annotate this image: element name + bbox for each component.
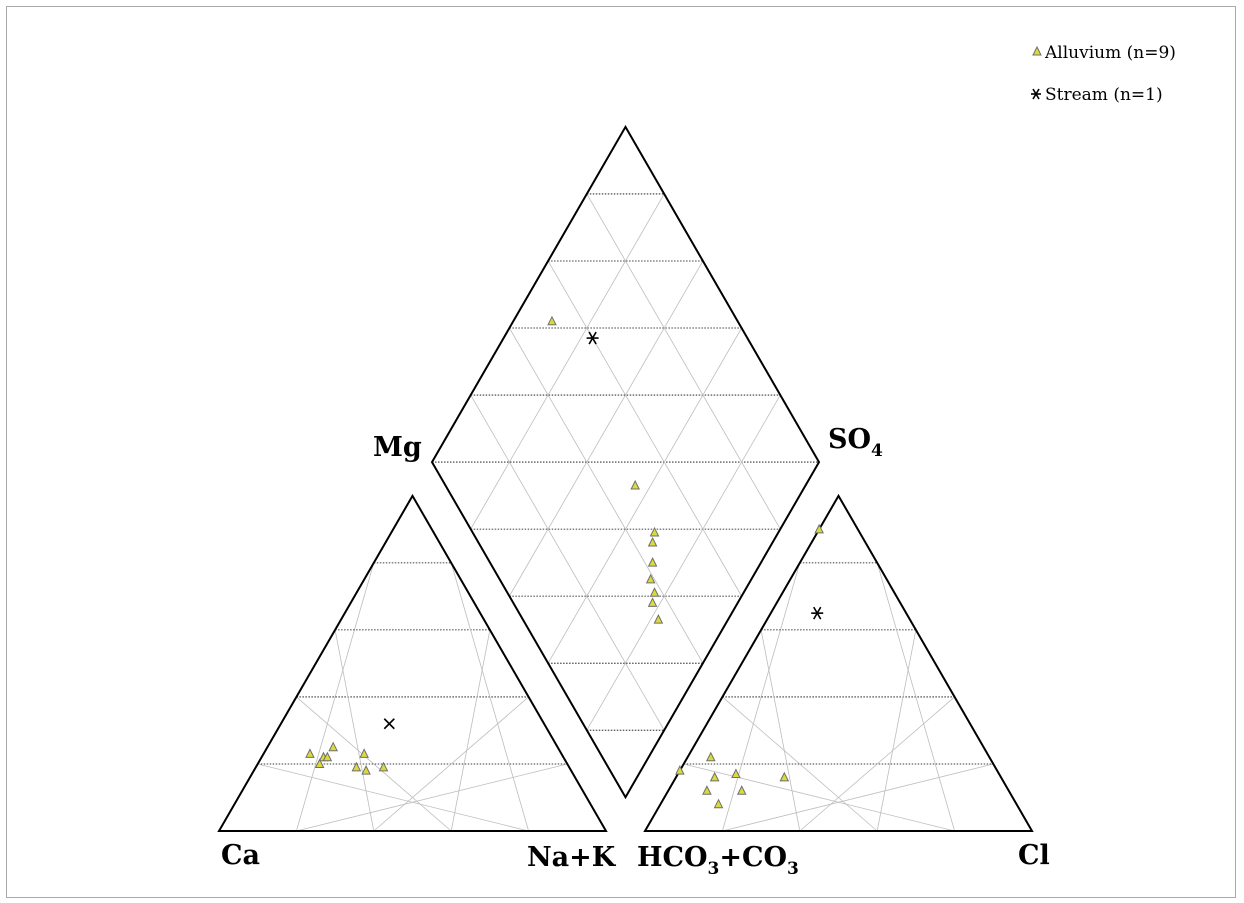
triangle-point-diamond [647, 557, 658, 567]
diamond-gridline-b [470, 394, 665, 731]
label-cl: Cl [1018, 840, 1050, 871]
cation-triangle-gridline-a [334, 629, 375, 832]
triangle-point-cation [351, 761, 362, 772]
diamond-gridline-a [470, 193, 665, 530]
cation-triangle-outline [217, 493, 608, 832]
triangle-point-diamond [647, 536, 658, 547]
cation-triangle-gridline-b [373, 696, 529, 832]
cation-triangle-gridline-a [257, 763, 529, 832]
label-mg: Mg [373, 432, 422, 463]
legend: Alluvium (n=9) Stream (n=1) [1031, 43, 1176, 105]
label-hco3-sub: 3 [708, 859, 720, 879]
triangle-point-diamond [630, 479, 640, 490]
triangle-point-anion [709, 771, 720, 782]
cation-triangle-gridline-b [450, 629, 491, 832]
triangle-point-anion [713, 798, 724, 809]
triangle-point-cation [305, 748, 315, 758]
label-hco3-main: HCO [637, 842, 708, 873]
triangle-point-cation [359, 748, 369, 758]
label-hco3-co3: HCO3+CO3 [637, 842, 799, 879]
diamond-gridline-b [586, 193, 781, 530]
asterisk-point-diamond [586, 331, 599, 345]
legend-alluvium-marker [1032, 45, 1042, 56]
anion-triangle-gridline-b [722, 763, 994, 832]
diamond-gridline-a [509, 260, 704, 597]
legend-stream-marker [1031, 88, 1041, 100]
anion-triangle-gridline-a [722, 696, 878, 832]
diamond-outline [430, 124, 821, 800]
cation-triangle-gridline-a [296, 562, 375, 832]
anion-triangle-outline [643, 493, 1034, 832]
triangle-point-anion [736, 785, 747, 795]
grid-layer [257, 193, 994, 832]
triangle-point-anion [675, 765, 685, 775]
triangle-point-anion [731, 768, 741, 779]
asterisk-point-anion [811, 606, 824, 620]
anion-triangle-gridline-a [683, 763, 955, 832]
legend-stream-label: Stream (n=1) [1045, 85, 1163, 105]
triangle-point-cation [322, 751, 333, 762]
triangle-point-diamond [547, 315, 557, 326]
triangle-point-cation [314, 758, 325, 768]
label-co3-sub: 3 [787, 859, 799, 879]
triangle-point-anion [702, 785, 712, 795]
label-so4: SO4 [828, 424, 883, 461]
cation-triangle-gridline-b [450, 562, 529, 832]
triangle-point-diamond [653, 613, 664, 624]
triangle-point-diamond [649, 526, 660, 537]
legend-alluvium-label: Alluvium (n=9) [1044, 43, 1176, 63]
label-hco3-plus: +CO [719, 842, 787, 873]
points-layer [305, 315, 824, 809]
anion-triangle-gridline-a [760, 629, 801, 832]
triangle-point-diamond [645, 573, 656, 584]
label-nak: Na+K [527, 842, 617, 873]
triangle-point-anion [779, 771, 790, 782]
asterisk-point-cation [383, 718, 395, 730]
cation-triangle-gridline-a [296, 696, 452, 832]
cation-triangle-gridline-b [296, 763, 568, 832]
diamond-gridline-b [509, 327, 704, 664]
triangle-point-cation [361, 765, 371, 775]
anion-triangle-gridline-b [876, 562, 955, 832]
anion-triangle-gridline-b [799, 696, 955, 832]
diamond-gridline-a [547, 327, 742, 664]
triangle-point-anion [814, 523, 824, 534]
anion-triangle-gridline-b [876, 629, 917, 832]
label-so4-main: SO [828, 424, 871, 455]
diamond-gridline-b [547, 260, 742, 597]
triangle-point-anion [705, 751, 716, 762]
chart-frame [6, 6, 1236, 898]
label-ca: Ca [221, 840, 260, 871]
anion-triangle-gridline-a [722, 562, 801, 832]
diamond-gridline-a [586, 394, 781, 731]
triangle-point-diamond [647, 597, 658, 607]
label-so4-sub: 4 [871, 441, 883, 461]
outline-layer [217, 124, 1034, 832]
triangle-point-cation [378, 761, 389, 772]
triangle-point-diamond [649, 587, 660, 597]
triangle-point-cation [328, 741, 338, 752]
